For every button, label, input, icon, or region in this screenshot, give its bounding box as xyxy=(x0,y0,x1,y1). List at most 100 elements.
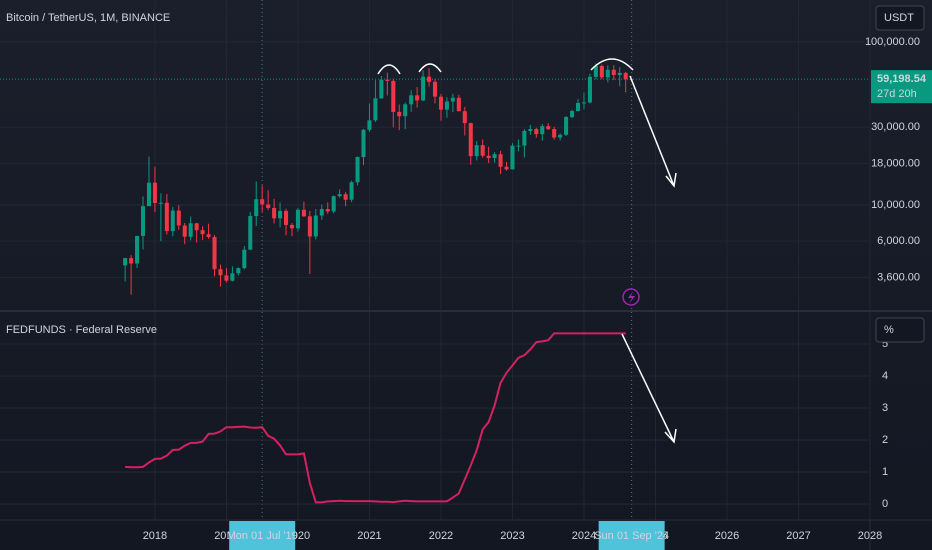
candle-body xyxy=(397,111,402,117)
candle-body xyxy=(540,126,545,135)
candle-body xyxy=(575,102,581,112)
y-tick-label: 3,600.00 xyxy=(877,271,920,283)
candle-body xyxy=(415,95,420,101)
candle-body xyxy=(492,154,497,159)
candle-body xyxy=(611,69,616,75)
x-tick-label: 2027 xyxy=(786,530,810,542)
candle-body xyxy=(272,207,277,219)
candle-body xyxy=(391,80,396,112)
candle-body xyxy=(236,268,241,274)
currency-box[interactable] xyxy=(875,5,925,31)
candle-body xyxy=(200,230,205,235)
candle-body xyxy=(504,166,509,170)
candle-body xyxy=(367,120,372,130)
crosshair-box xyxy=(598,521,665,550)
y-tick-label: 18,000.00 xyxy=(871,157,920,169)
candle-body xyxy=(385,79,390,81)
candle-body xyxy=(248,216,253,250)
candle-body xyxy=(403,104,408,117)
candle-body xyxy=(337,194,342,197)
candle-body xyxy=(409,95,414,105)
candle-body xyxy=(486,155,491,159)
candle-body xyxy=(438,96,443,110)
candle-body xyxy=(319,209,324,216)
candle-body xyxy=(212,236,217,270)
arc xyxy=(377,64,401,75)
unit-label[interactable]: % xyxy=(884,324,894,336)
candle-body xyxy=(450,97,455,102)
candle-body xyxy=(140,206,146,236)
rate-line xyxy=(125,332,626,504)
unit-box[interactable] xyxy=(875,317,925,343)
candle-body xyxy=(254,199,259,217)
x-tick-label: 2024 xyxy=(572,530,596,542)
candle-body xyxy=(480,145,485,156)
x-tick-label: 2028 xyxy=(858,530,882,542)
candle-body xyxy=(564,117,569,135)
arc xyxy=(590,58,634,71)
candle-body xyxy=(301,209,306,217)
y-tick-label: 2 xyxy=(882,434,888,446)
candle-body xyxy=(325,209,330,212)
candle-body xyxy=(510,145,515,170)
candle-body xyxy=(587,76,592,103)
candle-body xyxy=(379,79,384,99)
arrow xyxy=(621,333,677,444)
y-tick-label: 0 xyxy=(882,498,888,510)
y-tick-label: 1 xyxy=(882,466,888,478)
candle-body xyxy=(218,269,223,276)
candle-body xyxy=(373,98,378,121)
candle-body xyxy=(617,72,622,75)
candle-body xyxy=(182,225,187,237)
x-tick-label: 2023 xyxy=(500,530,524,542)
candle-body xyxy=(498,154,503,167)
candle-body xyxy=(152,182,157,204)
candle-body xyxy=(307,216,312,237)
indicator-title: FEDFUNDS · Federal Reserve xyxy=(6,324,157,336)
candle-body xyxy=(289,224,295,229)
candle-body xyxy=(534,129,539,135)
candle-body xyxy=(188,223,193,237)
crosshair-label: Mon 01 Jul '19 xyxy=(227,530,298,542)
candle-body xyxy=(260,199,265,205)
drawings xyxy=(377,58,677,444)
candle-body xyxy=(349,182,354,200)
lightning xyxy=(628,291,635,304)
candle-body xyxy=(146,182,151,207)
crosshair-box xyxy=(229,521,296,550)
candle-body xyxy=(230,273,235,281)
candle-body xyxy=(343,194,348,200)
grid xyxy=(0,0,871,520)
candle-body xyxy=(456,97,461,112)
crosshair-label: Sun 01 Sep '24 xyxy=(594,530,669,542)
y-tick-label: 30,000.00 xyxy=(871,121,920,133)
candle-body xyxy=(570,111,575,118)
x-tick-label: 2022 xyxy=(429,530,453,542)
candle-body xyxy=(176,210,181,226)
y-tick-label: 4 xyxy=(882,370,888,382)
candle-body xyxy=(522,130,527,146)
candle-body xyxy=(266,204,271,208)
candle-body xyxy=(242,249,247,269)
marks xyxy=(0,63,870,504)
candle-body xyxy=(158,202,163,204)
candle-body xyxy=(474,145,479,157)
candle-body xyxy=(313,215,318,237)
currency-label[interactable]: USDT xyxy=(884,12,914,24)
candle-body xyxy=(462,111,467,124)
candle-body xyxy=(558,134,563,138)
x-tick-label: 2026 xyxy=(715,530,739,542)
candle-body xyxy=(194,223,199,231)
candle-body xyxy=(224,275,229,281)
candle-body xyxy=(444,101,449,110)
candle-body xyxy=(581,102,586,104)
arrow xyxy=(629,75,677,188)
candle-body xyxy=(552,129,557,138)
candle-body xyxy=(516,145,521,147)
last-price-box xyxy=(871,70,932,104)
chart-title: Bitcoin / TetherUS, 1M, BINANCE xyxy=(6,12,170,24)
candle-body xyxy=(355,157,360,183)
y-tick-label: 5 xyxy=(882,338,888,350)
